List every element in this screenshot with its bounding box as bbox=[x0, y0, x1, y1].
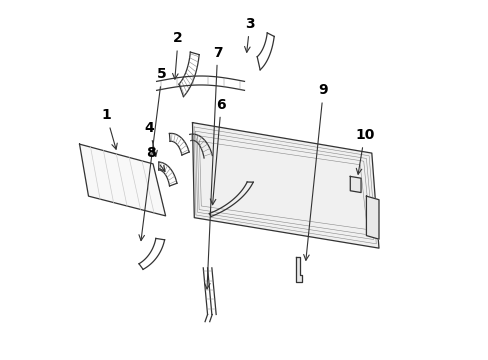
Polygon shape bbox=[296, 257, 301, 282]
Text: 2: 2 bbox=[172, 31, 183, 79]
Text: 1: 1 bbox=[102, 108, 117, 149]
Text: 5: 5 bbox=[139, 67, 166, 240]
Polygon shape bbox=[80, 144, 165, 216]
Text: 7: 7 bbox=[204, 46, 222, 289]
Text: 4: 4 bbox=[144, 121, 157, 156]
Text: 8: 8 bbox=[146, 146, 164, 171]
Text: 6: 6 bbox=[210, 98, 225, 205]
Text: 9: 9 bbox=[303, 84, 327, 260]
Text: 3: 3 bbox=[244, 17, 254, 52]
Text: 10: 10 bbox=[354, 128, 373, 174]
Polygon shape bbox=[192, 123, 378, 248]
Polygon shape bbox=[366, 196, 378, 239]
Polygon shape bbox=[349, 176, 360, 193]
